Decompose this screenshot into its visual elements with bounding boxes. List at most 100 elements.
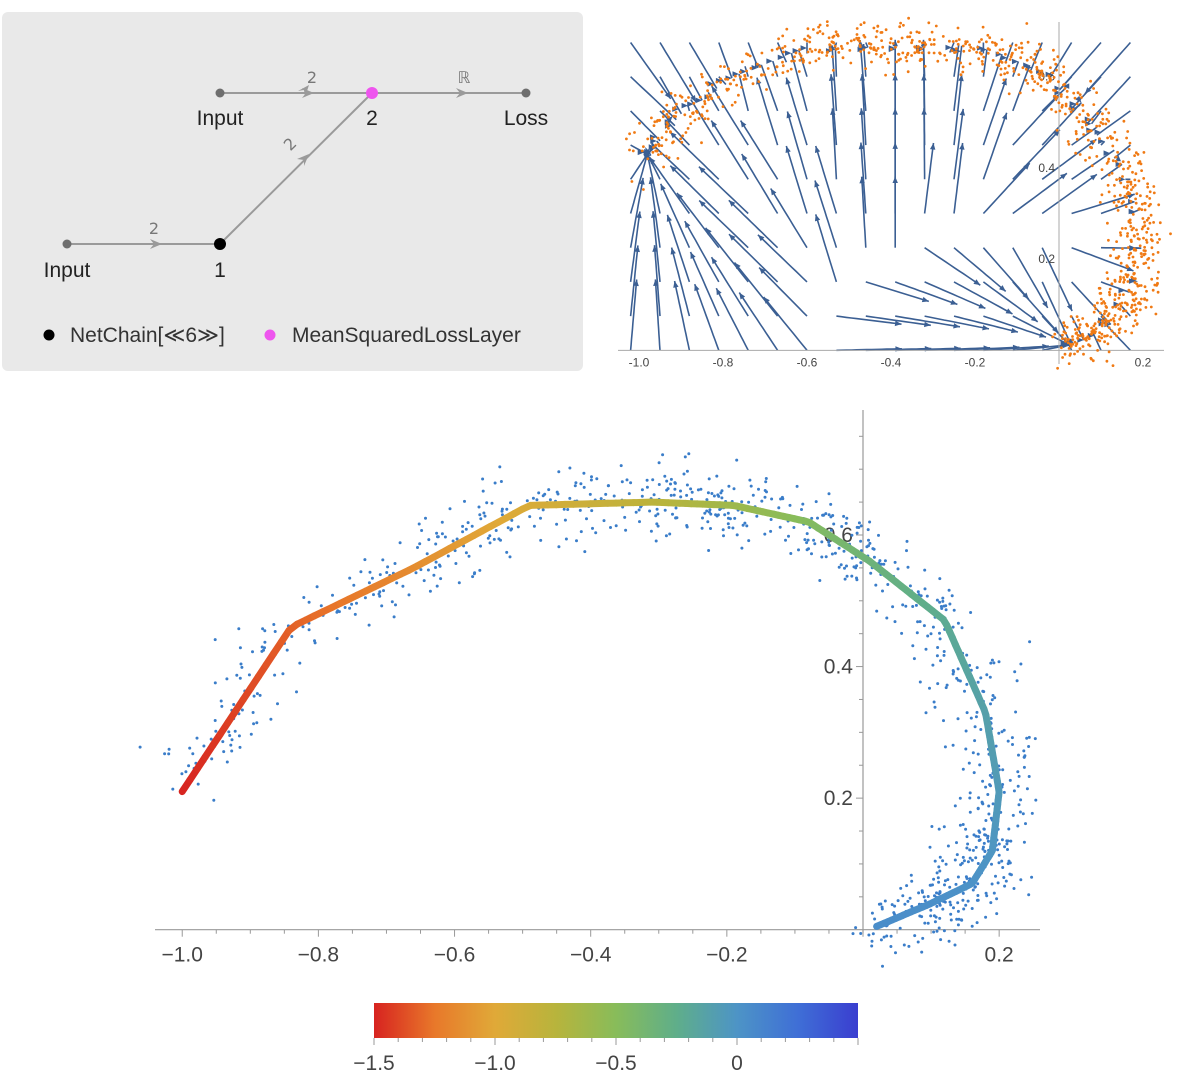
node-2[interactable] — [366, 87, 378, 99]
data-point — [1125, 275, 1129, 279]
data-point — [806, 50, 810, 54]
data-point — [1127, 253, 1131, 257]
data-point — [976, 752, 980, 756]
data-point — [582, 471, 586, 475]
data-point — [933, 920, 937, 924]
node-1[interactable] — [214, 238, 226, 250]
data-point — [858, 40, 861, 43]
data-point — [1124, 329, 1127, 333]
data-point — [1120, 201, 1124, 205]
data-point — [1133, 310, 1136, 313]
data-point — [968, 43, 971, 47]
data-point — [407, 593, 411, 597]
data-point — [249, 732, 253, 736]
data-point — [941, 596, 945, 600]
data-point — [657, 483, 661, 486]
data-point — [788, 503, 792, 507]
data-point — [1126, 130, 1130, 133]
data-point — [1081, 109, 1085, 113]
data-point — [757, 80, 761, 83]
data-point — [1127, 288, 1131, 292]
stream-line — [895, 315, 961, 328]
data-point — [970, 907, 974, 910]
data-point — [1145, 218, 1149, 222]
data-point — [425, 552, 429, 556]
data-point — [651, 478, 655, 482]
data-point — [393, 562, 397, 565]
data-point — [945, 58, 948, 62]
data-point — [707, 477, 711, 481]
data-point — [876, 47, 880, 50]
data-point — [1053, 332, 1057, 336]
data-point — [251, 711, 255, 714]
data-point — [976, 894, 980, 897]
data-point — [557, 545, 561, 549]
data-point — [1133, 303, 1137, 307]
data-point — [976, 680, 980, 684]
data-point — [913, 934, 917, 938]
node-loss[interactable] — [521, 88, 531, 98]
data-point — [706, 491, 710, 495]
data-point — [948, 885, 952, 889]
data-point — [167, 752, 171, 756]
data-point — [698, 95, 702, 99]
data-point — [806, 538, 810, 542]
data-point — [479, 544, 482, 548]
node-input2[interactable] — [215, 88, 225, 98]
data-point — [1066, 140, 1070, 143]
data-point — [1001, 768, 1005, 772]
data-point — [1127, 256, 1131, 260]
data-point — [1090, 326, 1093, 330]
data-point — [1086, 130, 1090, 133]
data-point — [1116, 303, 1119, 307]
data-point — [539, 516, 542, 520]
data-point — [435, 584, 439, 588]
data-point — [1010, 736, 1014, 740]
data-point — [1003, 845, 1007, 849]
data-point — [1017, 774, 1021, 778]
data-point — [741, 523, 745, 527]
edge-label: ℝ — [458, 68, 471, 87]
data-point — [973, 725, 977, 729]
stream-line — [865, 315, 931, 327]
data-point — [1107, 238, 1110, 242]
data-point — [531, 496, 535, 500]
data-point — [578, 508, 582, 512]
stream-line — [1100, 281, 1130, 294]
data-point — [669, 482, 672, 486]
data-point — [1140, 297, 1143, 301]
data-point — [855, 531, 859, 535]
data-point — [1072, 320, 1076, 324]
data-point — [808, 40, 812, 44]
data-point — [1002, 728, 1006, 732]
stream-line — [982, 281, 1039, 323]
data-point — [1063, 352, 1067, 356]
stream-arrow — [1128, 278, 1136, 284]
data-point — [235, 673, 239, 677]
data-point — [1000, 859, 1004, 863]
data-point — [331, 593, 334, 597]
data-point — [700, 141, 703, 145]
data-point — [488, 534, 492, 538]
data-point — [898, 25, 902, 29]
data-point — [1105, 271, 1109, 274]
data-point — [988, 36, 992, 40]
data-point — [1106, 277, 1110, 281]
data-point — [755, 514, 759, 518]
data-point — [464, 527, 468, 531]
data-point — [1132, 324, 1135, 328]
data-point — [979, 728, 983, 731]
node-input1[interactable] — [62, 239, 72, 249]
data-point — [999, 73, 1003, 77]
data-point — [1057, 80, 1060, 84]
data-point — [385, 571, 389, 574]
data-point — [1116, 323, 1120, 326]
data-point — [937, 827, 941, 831]
stream-arrow — [1062, 83, 1070, 89]
data-point — [1155, 282, 1159, 286]
data-point — [867, 538, 870, 542]
node-label-1: 1 — [214, 259, 226, 282]
stream-line — [924, 315, 990, 330]
data-point — [708, 508, 712, 512]
stream-line — [629, 245, 639, 317]
